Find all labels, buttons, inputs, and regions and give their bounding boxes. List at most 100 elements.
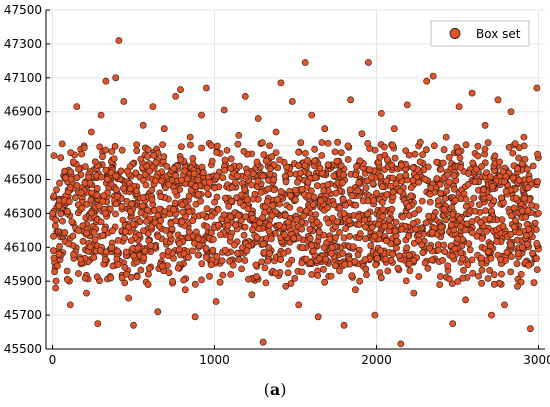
data-point [169, 277, 176, 285]
data-point [184, 253, 192, 261]
data-point [497, 194, 505, 202]
data-point [249, 195, 257, 203]
data-point [308, 111, 316, 119]
data-point [530, 279, 538, 287]
data-point [262, 279, 270, 287]
data-point [298, 259, 306, 267]
data-point [308, 242, 316, 249]
data-point [507, 268, 515, 276]
data-point [418, 241, 426, 249]
data-point [224, 222, 232, 229]
data-point [75, 270, 82, 277]
data-point [225, 202, 233, 210]
x-tick-label: 1000 [199, 353, 230, 367]
data-point [175, 246, 183, 253]
data-point [170, 205, 177, 213]
data-point [468, 256, 476, 264]
data-points [49, 37, 542, 348]
data-point [285, 260, 292, 268]
data-point [405, 151, 413, 159]
data-point [130, 321, 137, 329]
data-point [248, 181, 255, 189]
data-point [291, 274, 299, 282]
data-point [354, 251, 362, 259]
data-point [307, 216, 315, 223]
data-point [221, 156, 229, 164]
data-point [437, 166, 445, 173]
data-point [261, 264, 269, 272]
data-point [426, 190, 434, 198]
data-point [192, 200, 200, 208]
data-point [263, 198, 271, 205]
data-point [108, 148, 116, 155]
data-point [532, 226, 540, 233]
data-point [523, 240, 531, 248]
data-point [249, 214, 256, 222]
data-point [266, 250, 274, 257]
data-point [514, 249, 522, 257]
data-point [444, 171, 451, 179]
data-point [454, 278, 462, 285]
data-point [102, 77, 110, 85]
data-point [509, 174, 517, 182]
data-point [270, 176, 278, 184]
data-point [364, 59, 372, 66]
data-point [172, 93, 179, 100]
data-point [404, 232, 412, 240]
data-point [52, 277, 60, 285]
data-point [377, 274, 385, 282]
data-point [77, 255, 84, 263]
data-point [455, 103, 463, 110]
data-point [180, 250, 188, 258]
data-point [309, 201, 317, 208]
data-point [487, 254, 495, 262]
data-point [91, 236, 99, 243]
data-point [434, 246, 442, 254]
data-point [61, 167, 69, 175]
data-point [434, 197, 442, 205]
y-tick-label: 46500 [4, 173, 42, 187]
data-point [529, 162, 537, 170]
data-point [484, 139, 492, 147]
data-point [127, 273, 135, 281]
data-point [266, 221, 273, 229]
data-point [324, 204, 332, 212]
data-point [297, 139, 305, 147]
data-point [58, 140, 66, 148]
data-point [445, 275, 453, 283]
data-point [389, 188, 397, 196]
data-point [243, 196, 251, 204]
data-point [524, 184, 532, 192]
y-tick-label: 45700 [4, 308, 42, 322]
data-point [171, 199, 179, 207]
data-point [288, 98, 296, 105]
data-point [391, 227, 399, 235]
data-point [422, 219, 430, 227]
data-point [393, 244, 400, 252]
data-point [221, 194, 229, 202]
data-point [344, 156, 352, 163]
data-point [206, 272, 213, 280]
data-point [211, 184, 218, 192]
data-point [508, 212, 515, 220]
data-point [117, 167, 125, 175]
legend-marker [449, 28, 461, 39]
data-point [405, 203, 413, 210]
data-point [349, 243, 357, 250]
data-point [142, 218, 150, 225]
data-point [235, 162, 243, 170]
data-point [524, 207, 532, 214]
data-point [83, 229, 91, 237]
data-point [517, 270, 525, 278]
data-point [327, 249, 335, 257]
data-point [97, 247, 104, 254]
data-point [445, 178, 453, 186]
data-point [341, 260, 349, 268]
data-point [493, 238, 501, 245]
data-point [188, 247, 196, 255]
data-point [406, 267, 414, 275]
data-point [468, 229, 476, 237]
data-point [128, 200, 135, 208]
data-point [98, 173, 105, 181]
data-point [376, 247, 384, 254]
